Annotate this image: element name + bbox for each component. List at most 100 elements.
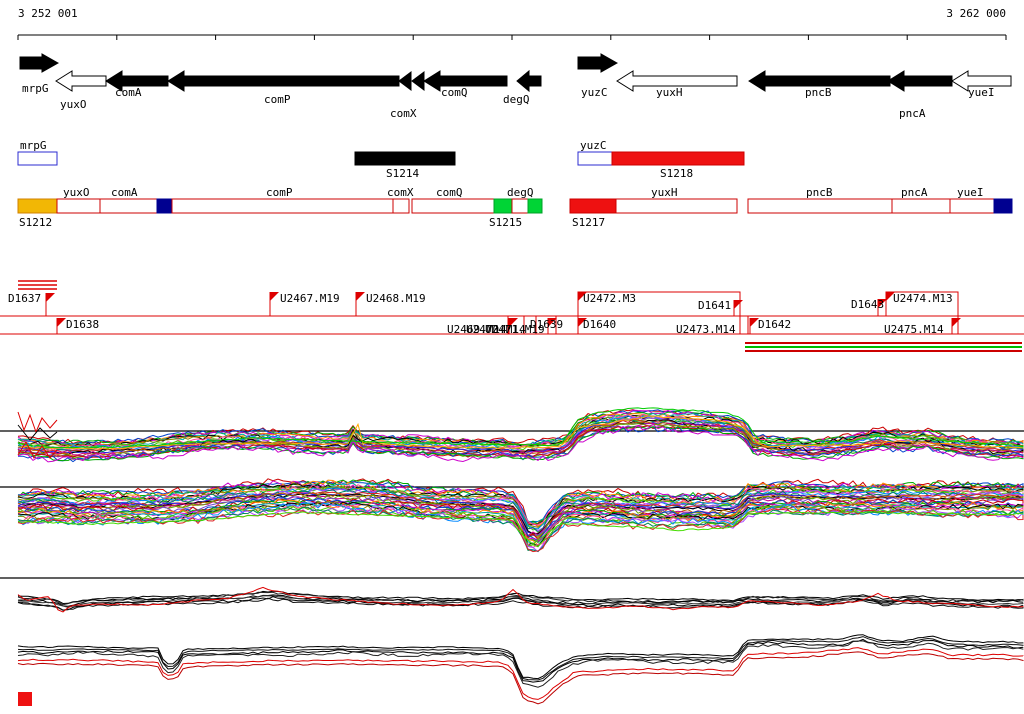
segment-label-S1218: S1218 xyxy=(660,167,693,180)
segment-label-comX: comX xyxy=(387,186,414,199)
segment-box-S1218[interactable] xyxy=(611,151,745,166)
segment-label-mrpG: mrpG xyxy=(20,139,47,152)
segment-box-comX[interactable] xyxy=(392,198,410,214)
coordinate-end-label: 3 262 000 xyxy=(946,7,1006,20)
profile-line xyxy=(17,511,1024,545)
gene-label-yueI: yueI xyxy=(968,86,995,99)
segment-box-S1212[interactable] xyxy=(17,198,58,214)
profile-line xyxy=(17,415,1024,450)
feature-label-D1642[interactable]: D1642 xyxy=(758,318,791,331)
feature-flag-D1642[interactable] xyxy=(750,318,759,327)
segment-box-S1214[interactable] xyxy=(354,151,456,166)
segment-track-1: mrpG S1214 yuzC S1218 xyxy=(17,139,745,180)
segment-label-comQ: comQ xyxy=(436,186,463,199)
profile-line xyxy=(17,411,58,434)
feature-flag-D1638[interactable] xyxy=(57,318,66,327)
feature-flag-D1639[interactable] xyxy=(548,318,557,327)
gene-arrow-comQ[interactable] xyxy=(423,70,508,92)
segment-label-S1215: S1215 xyxy=(489,216,522,229)
feature-label-D1637[interactable]: D1637 xyxy=(8,292,41,305)
feature-box[interactable] xyxy=(535,315,557,335)
profile-line xyxy=(17,651,1024,705)
segment-box-yuxH[interactable] xyxy=(615,198,738,214)
profile-line xyxy=(17,493,1024,535)
feature-label-D1641[interactable]: D1641 xyxy=(698,299,731,312)
feature-label-U2470.M14[interactable]: U2470.M14 xyxy=(466,323,526,336)
feature-flag-U2471.M19[interactable] xyxy=(509,318,518,327)
ruler xyxy=(17,34,1007,40)
profile-line xyxy=(17,423,1024,463)
feature-label-U2475.M14[interactable]: U2475.M14 xyxy=(884,323,944,336)
segment-box[interactable] xyxy=(993,198,1013,214)
segment-label-yuxO: yuxO xyxy=(63,186,90,199)
feature-label-D1638[interactable]: D1638 xyxy=(66,318,99,331)
segment-box-yuzC[interactable] xyxy=(577,151,613,166)
gene-label-pncA: pncA xyxy=(899,107,926,120)
feature-label-U2467.M19[interactable]: U2467.M19 xyxy=(280,292,340,305)
profile-line xyxy=(17,497,1024,541)
feature-flag-U2468.M19[interactable] xyxy=(356,292,365,301)
gene-arrow-comP[interactable] xyxy=(167,70,400,92)
feature-label-D1640[interactable]: D1640 xyxy=(583,318,616,331)
feature-flag-D1641[interactable] xyxy=(734,300,743,309)
feature-label-D1639[interactable]: D1639 xyxy=(530,318,563,331)
feature-label-U2468.M19[interactable]: U2468.M19 xyxy=(366,292,426,305)
feature-box[interactable] xyxy=(747,315,959,335)
feature-flag-D1643[interactable] xyxy=(878,299,887,308)
segment-box-pncA[interactable] xyxy=(891,198,951,214)
profile-band-3 xyxy=(0,577,1024,613)
profile-band-2 xyxy=(0,478,1024,553)
feature-label-U2473.M14[interactable]: U2473.M14 xyxy=(676,323,736,336)
feature-label-U2471.M19[interactable]: U2471.M19 xyxy=(485,323,545,336)
feature-label-U2469.M14[interactable]: U2469.M14 xyxy=(447,323,507,336)
segment-box-comQ[interactable] xyxy=(411,198,495,214)
gene-arrow-comX[interactable] xyxy=(398,71,412,91)
feature-flag-D1637[interactable] xyxy=(46,293,55,302)
feature-flag-U2472.M3[interactable] xyxy=(578,292,587,301)
profile-line xyxy=(17,487,1024,530)
gene-arrow-comX[interactable] xyxy=(411,71,425,91)
segment-label-S1214: S1214 xyxy=(386,167,419,180)
feature-label-D1643[interactable]: D1643 xyxy=(851,298,884,311)
feature-flag-U2475.M14[interactable] xyxy=(952,318,961,327)
segment-label-S1212: S1212 xyxy=(19,216,52,229)
segment-box-comP[interactable] xyxy=(171,198,394,214)
segment-label-comA: comA xyxy=(111,186,138,199)
profile-line xyxy=(17,647,1024,700)
gene-arrow-mrpG[interactable] xyxy=(19,53,60,73)
gene-arrow-yuxH[interactable] xyxy=(616,70,738,92)
feature-label-U2472.M3[interactable]: U2472.M3 xyxy=(583,292,636,305)
gene-label-yuxH: yuxH xyxy=(656,86,683,99)
gene-label-yuzC: yuzC xyxy=(581,86,608,99)
gene-label-mrpG: mrpG xyxy=(22,82,49,95)
gene-label-yuxO: yuxO xyxy=(60,98,87,111)
feature-flag-U2467.M19[interactable] xyxy=(270,292,279,301)
segment-box-mrpG[interactable] xyxy=(17,151,58,166)
feature-flag-U2474.M13[interactable] xyxy=(886,292,895,301)
segment-box[interactable] xyxy=(156,198,173,214)
segment-box-yueI[interactable] xyxy=(949,198,995,214)
gene-arrow-yueI[interactable] xyxy=(951,70,1012,92)
red-marker-square xyxy=(18,692,32,706)
gene-arrow-degQ[interactable] xyxy=(516,69,542,93)
profile-line xyxy=(17,440,58,459)
segment-box-yuxO[interactable] xyxy=(56,198,101,214)
segment-box-S1217[interactable] xyxy=(569,198,617,214)
profile-band-1 xyxy=(0,407,1024,463)
profile-line xyxy=(17,634,1024,680)
segment-box-degQ[interactable] xyxy=(511,198,529,214)
segment-label-pncB: pncB xyxy=(806,186,833,199)
gene-arrow-yuxO[interactable] xyxy=(55,70,107,92)
segment-box-pncB[interactable] xyxy=(747,198,893,214)
feature-label-U2474.M13[interactable]: U2474.M13 xyxy=(893,292,953,305)
segment-box-S1215[interactable] xyxy=(493,198,513,214)
profile-line xyxy=(17,501,1024,543)
feature-flag-D1640[interactable] xyxy=(578,318,587,327)
segment-box-comA[interactable] xyxy=(99,198,158,214)
feature-box[interactable] xyxy=(507,315,525,335)
segment-box[interactable] xyxy=(527,198,543,214)
gene-arrow-pncA[interactable] xyxy=(887,70,953,92)
gene-arrow-yuzC[interactable] xyxy=(577,53,619,73)
gene-label-pncB: pncB xyxy=(805,86,832,99)
